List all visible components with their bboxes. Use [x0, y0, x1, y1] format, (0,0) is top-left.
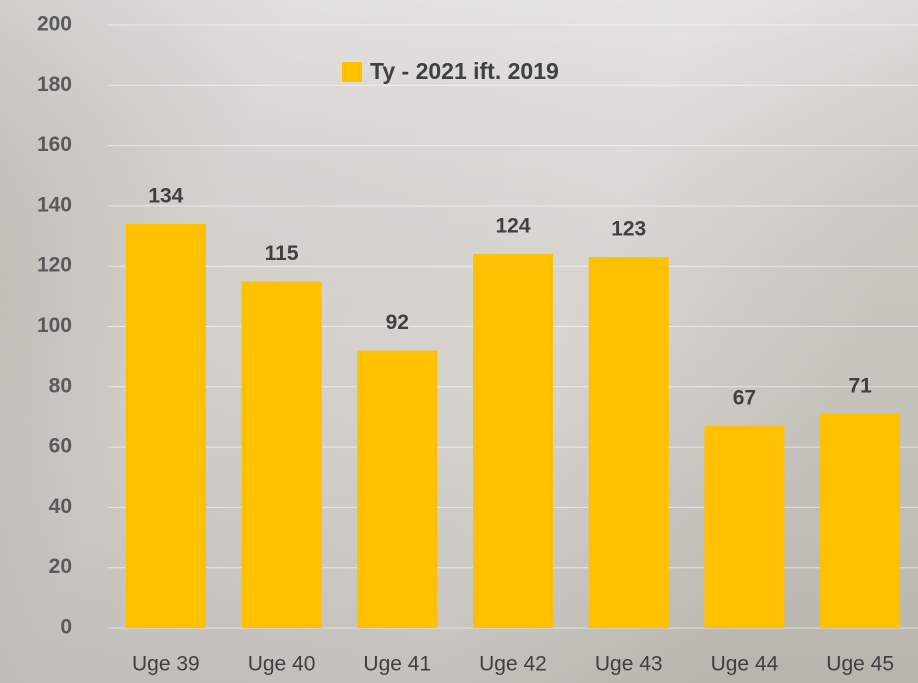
bar [820, 414, 900, 628]
legend-swatch [342, 62, 362, 82]
y-tick-label: 140 [37, 193, 72, 216]
chart: 134 115 92 124 123 67 71 Ty - 2021 ift. 2019 0… [0, 0, 918, 683]
data-label: 67 [733, 387, 756, 410]
data-label: 124 [495, 215, 530, 238]
y-tick-label: 20 [49, 555, 72, 578]
y-tick-label: 200 [37, 13, 72, 36]
data-label: 92 [386, 311, 409, 334]
bar [357, 351, 437, 628]
x-tick-label: Uge 44 [711, 653, 779, 676]
data-label: 123 [611, 218, 646, 241]
legend-label: Ty - 2021 ift. 2019 [370, 58, 559, 84]
y-tick-label: 100 [37, 314, 72, 337]
y-tick-label: 80 [49, 374, 72, 397]
y-tick-label: 60 [49, 435, 72, 458]
bar [589, 257, 669, 628]
y-tick-label: 0 [60, 616, 72, 639]
bar [242, 281, 322, 628]
x-tick-label: Uge 40 [248, 653, 316, 676]
bar [473, 254, 553, 628]
data-label: 71 [848, 374, 872, 397]
data-label: 134 [148, 185, 183, 208]
x-tick-label: Uge 42 [479, 653, 547, 676]
bar [704, 426, 784, 628]
y-tick-label: 40 [49, 495, 72, 518]
data-label: 115 [265, 242, 299, 265]
x-tick-label: Uge 39 [132, 653, 200, 676]
bar [126, 224, 206, 628]
y-tick-label: 160 [37, 133, 72, 156]
x-tick-label: Uge 41 [363, 653, 431, 676]
y-tick-label: 180 [37, 73, 72, 96]
x-tick-label: Uge 43 [595, 653, 663, 676]
x-tick-label: Uge 45 [826, 653, 894, 676]
y-tick-label: 120 [37, 254, 72, 277]
